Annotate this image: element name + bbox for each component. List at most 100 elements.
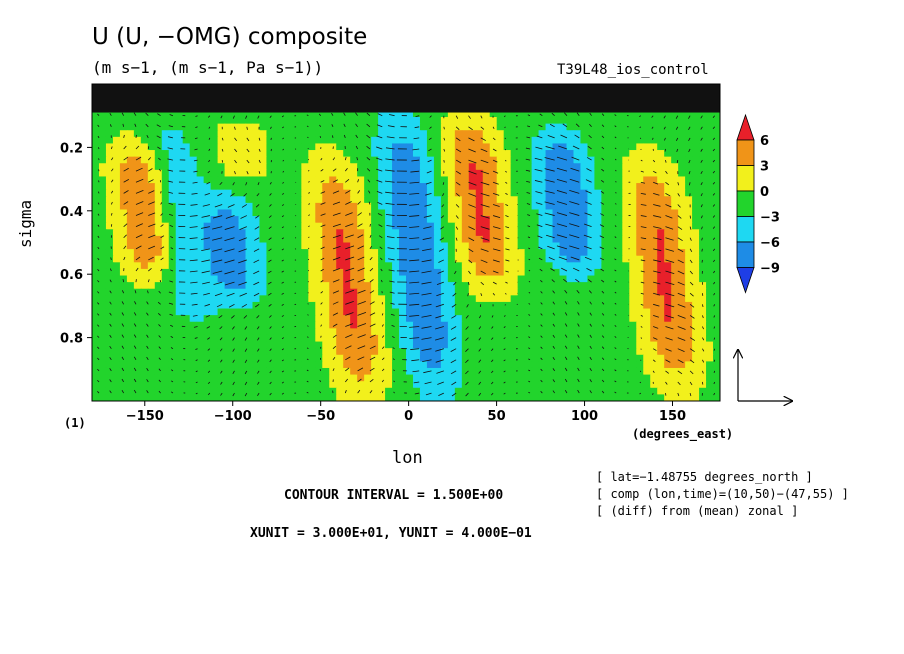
- field-cell: [196, 328, 205, 336]
- field-cell: [259, 301, 268, 310]
- field-cell: [287, 196, 295, 204]
- field-cell: [203, 328, 212, 336]
- field-cell: [489, 308, 498, 316]
- field-cell: [510, 183, 519, 191]
- field-cell: [378, 341, 386, 349]
- field-cell: [426, 321, 435, 329]
- field-cell: [461, 249, 470, 257]
- field-cell: [336, 374, 344, 382]
- field-cell: [280, 229, 288, 237]
- field-cell: [510, 169, 519, 178]
- wind-vector: [387, 125, 395, 128]
- field-cell: [357, 374, 365, 382]
- field-cell: [482, 308, 491, 316]
- field-cell: [671, 315, 679, 323]
- field-cell: [98, 282, 107, 290]
- field-cell: [510, 189, 519, 197]
- field-cell: [685, 249, 693, 257]
- field-cell: [552, 301, 561, 310]
- field-cell: [92, 394, 100, 401]
- field-cell: [203, 163, 212, 171]
- field-cell: [385, 334, 393, 343]
- field-cell: [308, 189, 316, 197]
- field-cell: [189, 209, 198, 217]
- field-cell: [350, 282, 358, 290]
- wind-vector: [281, 359, 284, 362]
- field-cell: [433, 367, 442, 376]
- field-cell: [475, 242, 484, 250]
- field-cell: [552, 163, 561, 171]
- field-cell: [650, 268, 658, 277]
- field-cell: [454, 354, 463, 362]
- field-cell: [475, 348, 484, 356]
- field-cell: [336, 169, 344, 178]
- wind-vector: [220, 381, 223, 385]
- field-cell: [105, 169, 114, 178]
- field-cell: [685, 275, 693, 283]
- field-cell: [685, 341, 693, 349]
- field-cell: [559, 150, 568, 158]
- field-cell: [461, 374, 470, 382]
- field-cell: [245, 242, 254, 250]
- field-cell: [154, 354, 163, 362]
- field-cell: [545, 361, 554, 369]
- field-cell: [196, 321, 205, 329]
- wind-vector: [381, 346, 385, 349]
- field-cell: [503, 209, 512, 217]
- field-cell: [133, 282, 142, 290]
- field-cell: [210, 354, 219, 362]
- field-cell: [671, 328, 679, 336]
- field-cell: [238, 328, 247, 336]
- field-cell: [238, 301, 247, 310]
- field-cell: [580, 176, 589, 184]
- field-cell: [294, 176, 302, 184]
- field-cell: [357, 262, 365, 270]
- field-cell: [671, 196, 679, 204]
- field-cell: [426, 361, 435, 369]
- field-cell: [315, 156, 323, 164]
- field-cell: [245, 209, 254, 217]
- field-cell: [566, 387, 575, 395]
- field-cell: [392, 321, 400, 329]
- field-cell: [147, 249, 156, 257]
- field-cell: [168, 394, 177, 401]
- field-cell: [426, 334, 435, 343]
- field-cell: [224, 328, 233, 336]
- field-cell: [259, 189, 268, 197]
- field-cell: [538, 123, 547, 131]
- field-cell: [147, 202, 156, 211]
- field-cell: [608, 341, 616, 349]
- field-cell: [524, 163, 533, 171]
- field-cell: [664, 249, 672, 257]
- field-cell: [601, 196, 609, 204]
- field-cell: [161, 348, 170, 356]
- field-cell: [552, 242, 561, 250]
- field-cell: [650, 183, 658, 191]
- field-cell: [98, 196, 107, 204]
- field-cell: [559, 143, 568, 151]
- field-cell: [329, 381, 337, 389]
- wind-vector: [169, 280, 174, 283]
- wind-vector: [148, 245, 156, 250]
- field-cell: [154, 209, 163, 217]
- field-cell: [433, 117, 442, 125]
- field-cell: [580, 262, 589, 270]
- field-cell: [594, 222, 602, 230]
- field-cell: [412, 387, 421, 395]
- field-cell: [231, 288, 240, 296]
- field-cell: [643, 143, 651, 151]
- field-cell: [517, 163, 526, 171]
- field-cell: [685, 222, 693, 230]
- field-cell: [580, 229, 589, 237]
- field-cell: [531, 367, 540, 376]
- field-cell: [643, 169, 651, 178]
- field-cell: [196, 262, 205, 270]
- field-cell: [664, 196, 672, 204]
- field-cell: [140, 301, 149, 310]
- field-cell: [524, 315, 533, 323]
- field-cell: [629, 361, 637, 369]
- field-cell: [406, 321, 414, 329]
- field-cell: [475, 262, 484, 270]
- field-cell: [294, 275, 302, 283]
- field-cell: [315, 242, 323, 250]
